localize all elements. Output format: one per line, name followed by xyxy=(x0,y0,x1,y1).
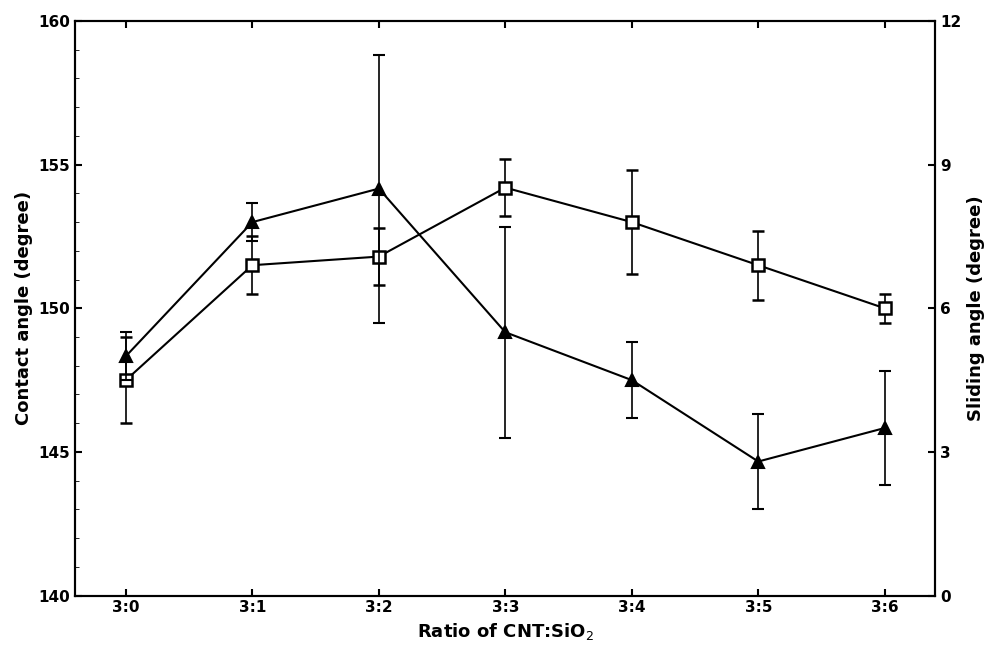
Y-axis label: Sliding angle (degree): Sliding angle (degree) xyxy=(967,196,985,421)
Y-axis label: Contact angle (degree): Contact angle (degree) xyxy=(15,191,33,425)
X-axis label: Ratio of CNT:SiO$_2$: Ratio of CNT:SiO$_2$ xyxy=(417,621,594,642)
